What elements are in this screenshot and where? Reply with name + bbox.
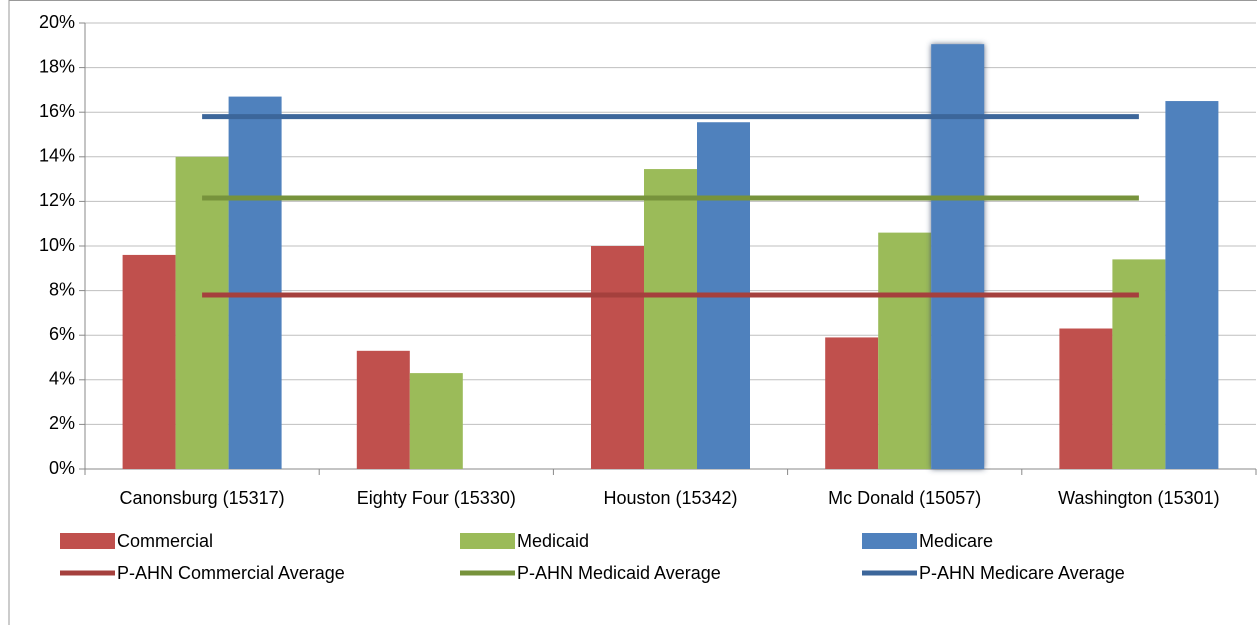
x-tick-label: Houston (15342) <box>603 488 737 508</box>
legend-label: Medicare <box>919 531 993 551</box>
bar <box>878 232 932 469</box>
bar <box>644 169 697 469</box>
bar <box>931 44 985 470</box>
x-tick-label: Eighty Four (15330) <box>357 488 516 508</box>
bar <box>356 350 410 469</box>
y-tick-label: 8% <box>49 279 75 299</box>
bar <box>228 96 282 469</box>
bar <box>175 156 229 470</box>
legend-label: Medicaid <box>517 531 589 551</box>
legend-swatch <box>862 533 917 549</box>
y-tick-label: 10% <box>39 235 75 255</box>
y-tick-label: 18% <box>39 56 75 76</box>
x-tick-label: Canonsburg (15317) <box>120 488 285 508</box>
y-tick-label: 14% <box>39 146 75 166</box>
legend-swatch <box>460 533 515 549</box>
legend-label: P-AHN Medicaid Average <box>517 563 721 583</box>
x-tick-label: Washington (15301) <box>1058 488 1219 508</box>
bar <box>1059 328 1113 469</box>
y-tick-label: 16% <box>39 101 75 121</box>
legend-label: Commercial <box>117 531 213 551</box>
bar <box>409 373 463 469</box>
y-tick-label: 0% <box>49 458 75 478</box>
bar <box>1165 101 1219 470</box>
y-tick-label: 20% <box>39 12 75 32</box>
bar <box>591 246 644 469</box>
legend-label: P-AHN Commercial Average <box>117 563 345 583</box>
y-tick-label: 2% <box>49 413 75 433</box>
bar <box>825 337 879 469</box>
bar <box>122 254 176 469</box>
y-tick-label: 4% <box>49 369 75 389</box>
x-tick-label: Mc Donald (15057) <box>828 488 981 508</box>
legend-swatch <box>60 533 115 549</box>
y-tick-label: 6% <box>49 324 75 344</box>
y-tick-label: 12% <box>39 190 75 210</box>
bar <box>1112 259 1166 469</box>
legend-label: P-AHN Medicare Average <box>919 563 1125 583</box>
